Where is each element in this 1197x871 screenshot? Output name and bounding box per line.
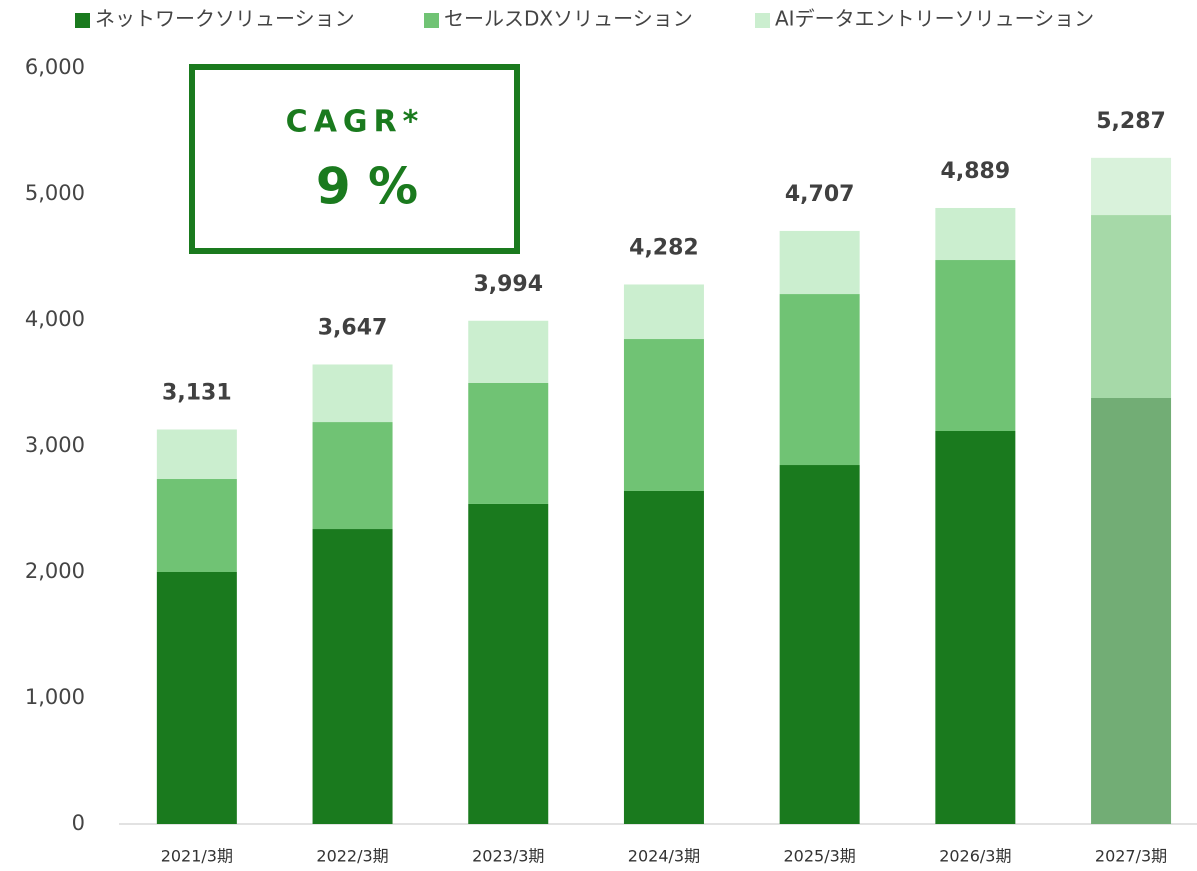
total-label: 4,707 — [785, 182, 855, 207]
x-tick-label: 2025/3期 — [784, 847, 856, 866]
cagr-title: CAGR* — [286, 105, 425, 140]
total-label: 3,994 — [473, 272, 543, 297]
bar-segment — [468, 383, 549, 504]
legend-swatch — [755, 13, 770, 28]
total-label: 4,282 — [629, 235, 699, 260]
bar-segment — [1091, 397, 1172, 824]
y-tick-label: 1,000 — [25, 685, 85, 709]
bar-segment — [779, 294, 860, 466]
x-tick-label: 2022/3期 — [316, 847, 388, 866]
bar-segment — [623, 339, 704, 491]
bar-segment — [312, 529, 393, 824]
x-tick-label: 2023/3期 — [472, 847, 544, 866]
bar-segment — [468, 503, 549, 824]
x-tick-label: 2024/3期 — [628, 847, 700, 866]
cagr-box — [189, 64, 520, 254]
y-tick-label: 4,000 — [25, 307, 85, 331]
bar-segment — [156, 479, 237, 572]
total-label: 5,287 — [1096, 109, 1166, 134]
bar-segment — [623, 490, 704, 824]
legend-swatch — [75, 13, 90, 28]
bar-segment — [779, 465, 860, 824]
legend-label: セールスDXソリューション — [444, 7, 693, 31]
y-tick-label: 3,000 — [25, 433, 85, 457]
bar-segment — [312, 364, 393, 423]
bar-segment — [156, 429, 237, 480]
bar-segment — [779, 230, 860, 295]
x-tick-label: 2026/3期 — [939, 847, 1011, 866]
bar-segment — [935, 260, 1016, 432]
x-tick-label: 2021/3期 — [161, 847, 233, 866]
bar-segment — [1091, 215, 1172, 398]
x-tick-label: 2027/3期 — [1095, 847, 1167, 866]
legend-label: ネットワークソリューション — [95, 7, 355, 31]
bar-segment — [156, 572, 237, 824]
bar-segment — [312, 422, 393, 530]
y-tick-label: 6,000 — [25, 55, 85, 79]
bar-segment — [935, 431, 1016, 824]
cagr-value: 9 % — [316, 158, 418, 216]
total-label: 3,131 — [162, 380, 232, 405]
bar-segment — [1091, 157, 1172, 216]
legend-label: AIデータエントリーソリューション — [775, 7, 1094, 31]
y-tick-label: 5,000 — [25, 181, 85, 205]
y-tick-label: 2,000 — [25, 559, 85, 583]
legend-swatch — [424, 13, 439, 28]
bar-segment — [623, 284, 704, 340]
bar-segment — [468, 320, 549, 383]
y-tick-label: 0 — [72, 811, 85, 835]
total-label: 3,647 — [318, 315, 388, 340]
total-label: 4,889 — [941, 159, 1011, 184]
bar-segment — [935, 207, 1016, 261]
